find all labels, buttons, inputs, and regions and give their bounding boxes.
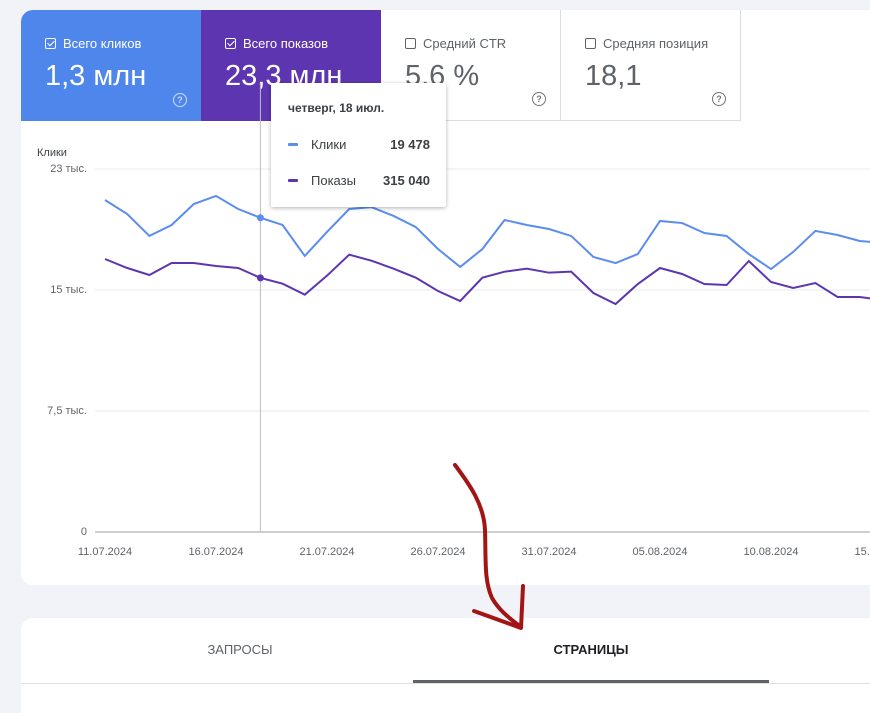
checkbox [585, 38, 596, 49]
hover-point [256, 274, 264, 282]
tab-underline [413, 680, 769, 683]
checkbox [225, 38, 236, 49]
tabs-divider [21, 683, 870, 684]
metric-label-text: Средний CTR [423, 36, 507, 51]
help-icon: ? [173, 93, 187, 107]
series-line [104, 253, 870, 306]
tooltip-title: четверг, 18 июл. [288, 101, 385, 115]
y-tick-label: 15 тыс. [50, 284, 87, 296]
metric-label-text: Средняя позиция [603, 36, 709, 51]
tooltip: четверг, 18 июл. Клики 19 478 Показы 315 04… [271, 83, 446, 207]
series-line [104, 194, 870, 271]
checkbox [45, 38, 56, 49]
tooltip-series-name: Клики [311, 137, 347, 152]
y-tick-label: 7,5 тыс. [47, 405, 87, 417]
y-tick-label: 23 тыс. [50, 163, 87, 175]
tab[interactable]: ЗАПРОСЫ [207, 642, 273, 657]
metric-label: Всего кликов [45, 36, 141, 51]
tabs-card [21, 618, 870, 713]
metric-label: Средняя позиция [585, 36, 708, 51]
x-tick-label: 26.07.2024 [410, 546, 465, 558]
tooltip-swatch [288, 143, 298, 146]
metric-card[interactable]: Средняя позиция 18,1? [561, 10, 741, 121]
x-tick-label: 10.08.2024 [743, 546, 798, 558]
checkbox [405, 38, 416, 49]
x-tick-label: 05.08.2024 [632, 546, 687, 558]
x-tick-label: 16.07.2024 [188, 546, 243, 558]
x-tick-label: 31.07.2024 [521, 546, 576, 558]
x-tick-label: 21.07.2024 [299, 546, 354, 558]
tooltip-value: 315 040 [383, 173, 430, 188]
metric-card[interactable]: Всего кликов 1,3 млн? [21, 10, 201, 121]
help-icon: ? [712, 92, 726, 106]
metric-label-text: Всего показов [243, 36, 328, 51]
hover-point [256, 214, 264, 222]
metric-value: 1,3 млн [45, 60, 147, 92]
metric-label-text: Всего кликов [63, 36, 142, 51]
tab[interactable]: СТРАНИЦЫ [553, 642, 629, 657]
metric-value: 18,1 [585, 60, 642, 92]
tooltip-value: 19 478 [390, 137, 430, 152]
tooltip-swatch [288, 179, 298, 182]
help-icon: ? [532, 92, 546, 106]
metric-label: Всего показов [225, 36, 328, 51]
metric-label: Средний CTR [405, 36, 506, 51]
x-tick-label: 11.07.2024 [78, 546, 132, 558]
x-tick-label: 15.08.2024 [854, 546, 870, 558]
y-tick-label: 0 [81, 526, 87, 538]
tooltip-series-name: Показы [311, 173, 356, 188]
y-axis-label: Клики [37, 147, 67, 159]
